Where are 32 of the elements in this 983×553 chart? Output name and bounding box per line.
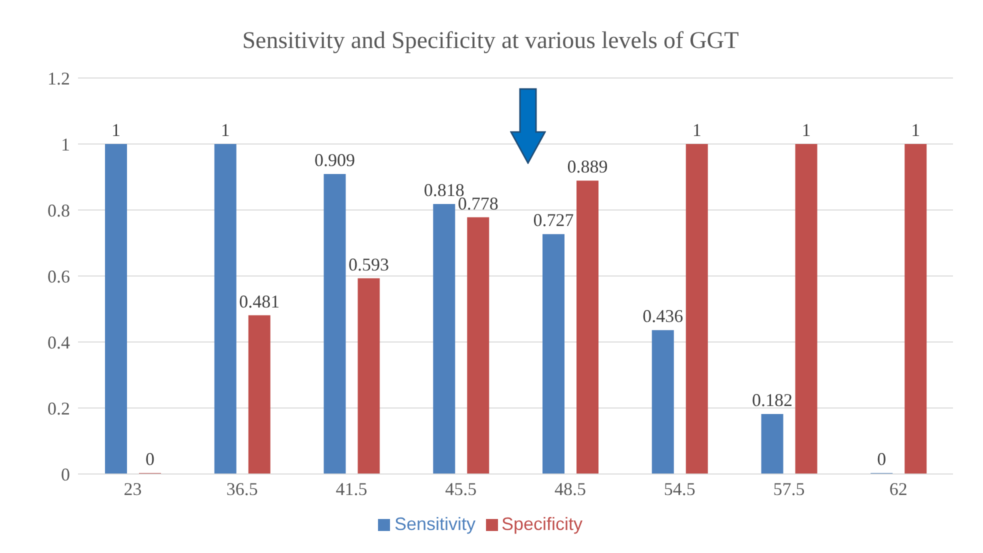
data-label: 1 bbox=[112, 120, 120, 140]
y-tick-label: 1.2 bbox=[48, 68, 70, 88]
data-label: 1 bbox=[911, 120, 920, 140]
data-label: 0 bbox=[146, 449, 154, 469]
x-tick-label: 54.5 bbox=[664, 478, 696, 499]
y-tick-label: 0.8 bbox=[48, 200, 70, 220]
x-tick-label: 57.5 bbox=[773, 478, 805, 499]
chart-title: Sensitivity and Specificity at various levels of GGT bbox=[241, 27, 740, 56]
data-label: 0.182 bbox=[752, 390, 792, 410]
x-tick-label: 62 bbox=[889, 478, 908, 499]
data-label: 0.436 bbox=[642, 306, 684, 326]
x-tick-label: 41.5 bbox=[336, 478, 368, 499]
data-label: 0.909 bbox=[314, 150, 355, 170]
y-tick-label: 0.6 bbox=[48, 266, 70, 286]
data-label: 1 bbox=[802, 120, 811, 140]
legend-label: Sensitivity bbox=[394, 514, 476, 534]
y-tick-label: 1 bbox=[61, 134, 70, 154]
data-label: 0 bbox=[877, 449, 886, 469]
data-label: 1 bbox=[220, 120, 230, 140]
data-label: 1 bbox=[692, 120, 702, 140]
x-tick-label: 45.5 bbox=[445, 478, 477, 499]
data-label: 0.593 bbox=[348, 254, 389, 274]
data-label: 0.889 bbox=[567, 156, 608, 177]
data-label: 0.481 bbox=[239, 291, 280, 312]
y-tick-label: 0.4 bbox=[48, 332, 70, 352]
legend-label: Specificity bbox=[502, 514, 583, 534]
data-label: 0.727 bbox=[533, 210, 574, 230]
y-tick-label: 0 bbox=[61, 464, 70, 484]
x-tick-label: 48.5 bbox=[554, 478, 586, 499]
x-tick-label: 23 bbox=[124, 478, 142, 499]
y-tick-label: 0.2 bbox=[48, 398, 70, 418]
x-tick-label: 36.5 bbox=[226, 478, 258, 499]
